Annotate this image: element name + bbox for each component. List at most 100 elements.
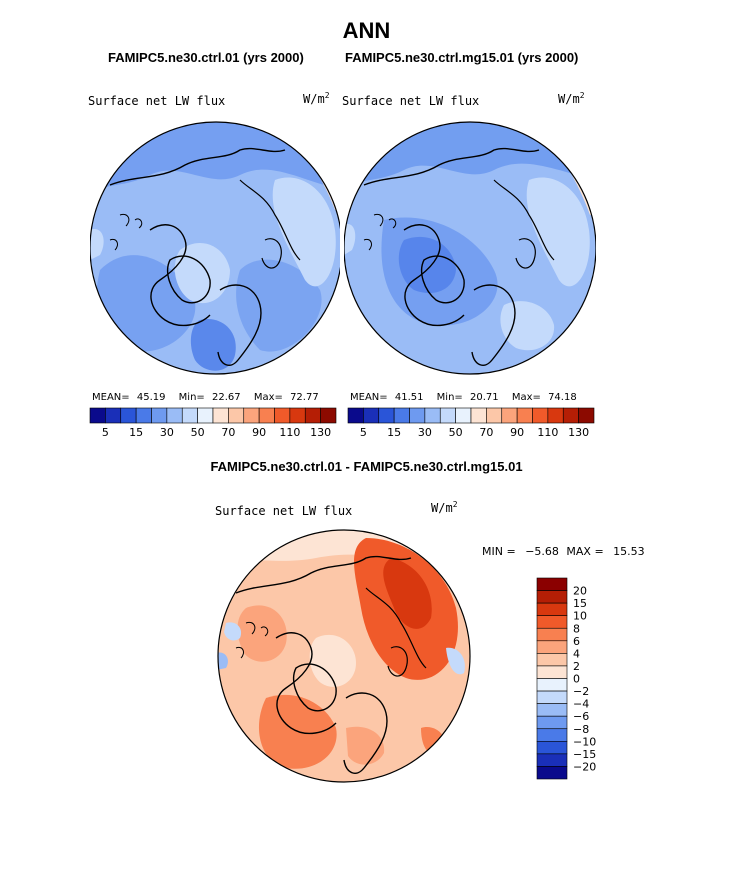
difference-colorbar-tick-label: −8 bbox=[573, 723, 589, 736]
difference-units-exp: 2 bbox=[452, 500, 458, 509]
panel-1-units: W/m2 bbox=[303, 91, 330, 106]
panel-2-colorbar-box bbox=[455, 407, 472, 424]
panel-1-colorbar-box bbox=[151, 407, 168, 424]
difference-colorbar-tick-label: 6 bbox=[573, 635, 580, 648]
panel-1-case-title: FAMIPC5.ne30.ctrl.01 (yrs 2000) bbox=[108, 50, 304, 65]
panel-2-max-label: Max= bbox=[511, 392, 541, 403]
panel-2-colorbar-tick-label: 15 bbox=[387, 426, 401, 439]
panel-1-colorbar-tick-label: 70 bbox=[221, 426, 235, 439]
difference-units-base: W/m bbox=[431, 501, 453, 515]
panel-1-colorbar-box bbox=[274, 407, 291, 424]
panel-2-colorbar-box bbox=[393, 407, 410, 424]
panel-2-variable-label: Surface net LW flux bbox=[342, 94, 480, 108]
panel-1-min-label: Min= bbox=[178, 392, 205, 403]
panel-2-case-title: FAMIPC5.ne30.ctrl.mg15.01 (yrs 2000) bbox=[345, 50, 579, 65]
panel-1-colorbar-box bbox=[258, 407, 275, 424]
panel-2-colorbar-tick-label: 130 bbox=[568, 426, 589, 439]
panel-1-colorbar-box bbox=[166, 407, 183, 424]
panel-1-colorbar-tick-label: 50 bbox=[191, 426, 205, 439]
panel-2-colorbar-tick-label: 30 bbox=[418, 426, 432, 439]
panel-1-colorbar-tick-label: 30 bbox=[160, 426, 174, 439]
panel-1-colorbar-tick-label: 130 bbox=[310, 426, 331, 439]
panel-1-max-label: Max= bbox=[253, 392, 283, 403]
difference-colorbar-tick-label: 4 bbox=[573, 647, 580, 660]
panel-2-units-base: W/m bbox=[558, 92, 580, 106]
panel-1-colorbar-box bbox=[289, 407, 306, 424]
panel-2-colorbar-box bbox=[516, 407, 533, 424]
panel-1-colorbar-box bbox=[212, 407, 229, 424]
panel-2-colorbar-box bbox=[532, 407, 549, 424]
panel-2-min-value: 20.71 bbox=[469, 392, 499, 403]
panel-2-stats: MEAN= 41.51 Min= 20.71 Max= 74.18 bbox=[350, 392, 577, 403]
panel-2-colorbar-box bbox=[470, 407, 487, 424]
panel-1-units-base: W/m bbox=[303, 92, 325, 106]
difference-polar-map bbox=[217, 529, 471, 783]
difference-colorbar-tick-label: 0 bbox=[573, 673, 580, 686]
panel-2-colorbar-tick-label: 110 bbox=[537, 426, 558, 439]
panel-2-colorbar-box bbox=[486, 407, 503, 424]
difference-colorbar-box bbox=[536, 715, 568, 730]
panel-2-colorbar-box bbox=[439, 407, 456, 424]
difference-colorbar-box bbox=[536, 728, 568, 742]
panel-2-units-exp: 2 bbox=[579, 91, 585, 100]
panel-1-polar-map bbox=[90, 121, 340, 375]
panel-1-colorbar: 5 15 30 50 70 90 110 130 bbox=[89, 407, 337, 439]
panel-1-min-value: 22.67 bbox=[211, 392, 241, 403]
difference-colorbar-tick-label: 2 bbox=[573, 660, 580, 673]
difference-colorbar-box bbox=[536, 741, 568, 755]
panel-1-colorbar-box bbox=[135, 407, 152, 424]
panel-1-colorbar-box bbox=[105, 407, 122, 424]
panel-2-polar-map bbox=[344, 121, 596, 375]
difference-colorbar-box bbox=[536, 665, 568, 679]
panel-1-units-exp: 2 bbox=[324, 91, 330, 100]
panel-1-colorbar-box bbox=[89, 407, 106, 424]
panel-2-colorbar-box bbox=[501, 407, 518, 424]
figure-title: ANN bbox=[342, 18, 391, 43]
panel-2-mean-label: MEAN= bbox=[350, 392, 388, 403]
difference-colorbar-box bbox=[536, 615, 568, 629]
panel-1-variable-label: Surface net LW flux bbox=[88, 94, 226, 108]
difference-colorbar-tick-label: −15 bbox=[573, 748, 596, 761]
difference-max-value: 15.53 bbox=[613, 545, 645, 558]
panel-1-stats: MEAN= 45.19 Min= 22.67 Max= 72.77 bbox=[92, 392, 319, 403]
panel-1-colorbar-box bbox=[120, 407, 137, 424]
difference-colorbar-box bbox=[536, 766, 568, 780]
panel-2-colorbar-box bbox=[347, 407, 364, 424]
panel-2-colorbar-box bbox=[409, 407, 426, 424]
difference-colorbar-box bbox=[536, 577, 568, 591]
panel-1-colorbar-box bbox=[197, 407, 214, 424]
difference-colorbar-tick-label: −2 bbox=[573, 685, 589, 698]
panel-1-colorbar-tick-label: 5 bbox=[102, 426, 109, 439]
panel-2-colorbar: 5 15 30 50 70 90 110 130 bbox=[347, 407, 595, 439]
panel-2-min-label: Min= bbox=[436, 392, 463, 403]
panel-2-units: W/m2 bbox=[558, 91, 585, 106]
difference-colorbar-tick-label: 10 bbox=[573, 610, 587, 623]
panel-2-colorbar-box bbox=[363, 407, 380, 424]
difference-variable-label: Surface net LW flux bbox=[215, 504, 353, 518]
panel-1-max-value: 72.77 bbox=[290, 392, 319, 403]
difference-units: W/m2 bbox=[431, 500, 458, 515]
difference-colorbar-box bbox=[536, 590, 568, 604]
panel-2-colorbar-tick-label: 70 bbox=[479, 426, 493, 439]
panel-2-colorbar-box bbox=[562, 407, 579, 424]
panel-1-colorbar-tick-label: 15 bbox=[129, 426, 143, 439]
panel-1-colorbar-box bbox=[304, 407, 321, 424]
difference-min-value: −5.68 bbox=[525, 545, 559, 558]
difference-colorbar-tick-label: −6 bbox=[573, 710, 589, 723]
difference-colorbar-box bbox=[536, 640, 568, 654]
panel-1-colorbar-box bbox=[243, 407, 260, 424]
panel-2-colorbar-tick-label: 5 bbox=[360, 426, 367, 439]
difference-colorbar-box bbox=[536, 703, 568, 717]
panel-2-colorbar-box bbox=[547, 407, 564, 424]
difference-colorbar-tick-label: −10 bbox=[573, 735, 596, 748]
panel-1-mean-value: 45.19 bbox=[136, 392, 166, 403]
difference-colorbar-box bbox=[536, 602, 568, 616]
panel-2-colorbar-tick-label: 50 bbox=[449, 426, 463, 439]
panel-1-colorbar-box bbox=[320, 407, 337, 424]
difference-colorbar-tick-label: 8 bbox=[573, 622, 580, 635]
difference-max-label: MAX = bbox=[566, 545, 604, 558]
panel-2-colorbar-box bbox=[424, 407, 441, 424]
panel-1-colorbar-box bbox=[181, 407, 198, 424]
panel-2-max-value: 74.18 bbox=[548, 392, 577, 403]
